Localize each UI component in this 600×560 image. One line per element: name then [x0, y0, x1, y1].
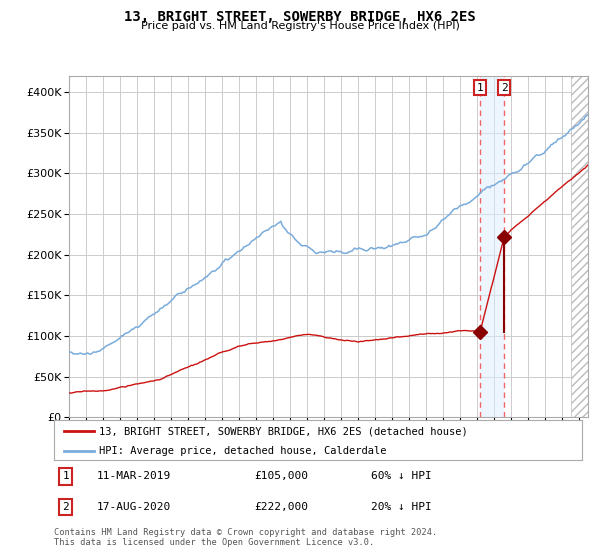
Text: HPI: Average price, detached house, Calderdale: HPI: Average price, detached house, Cald… — [99, 446, 386, 456]
Text: 1: 1 — [62, 472, 69, 482]
Text: Price paid vs. HM Land Registry's House Price Index (HPI): Price paid vs. HM Land Registry's House … — [140, 21, 460, 31]
Text: Contains HM Land Registry data © Crown copyright and database right 2024.
This d: Contains HM Land Registry data © Crown c… — [54, 528, 437, 547]
Text: 2: 2 — [62, 502, 69, 512]
Text: 2: 2 — [501, 82, 508, 92]
Text: 1: 1 — [477, 82, 484, 92]
Text: 17-AUG-2020: 17-AUG-2020 — [96, 502, 170, 512]
Text: 60% ↓ HPI: 60% ↓ HPI — [371, 472, 431, 482]
Bar — [480, 76, 504, 417]
Text: 13, BRIGHT STREET, SOWERBY BRIDGE, HX6 2ES (detached house): 13, BRIGHT STREET, SOWERBY BRIDGE, HX6 2… — [99, 426, 467, 436]
Text: 20% ↓ HPI: 20% ↓ HPI — [371, 502, 431, 512]
Text: 13, BRIGHT STREET, SOWERBY BRIDGE, HX6 2ES: 13, BRIGHT STREET, SOWERBY BRIDGE, HX6 2… — [124, 10, 476, 24]
Text: 11-MAR-2019: 11-MAR-2019 — [96, 472, 170, 482]
Text: £222,000: £222,000 — [254, 502, 308, 512]
Text: £105,000: £105,000 — [254, 472, 308, 482]
Bar — [571, 76, 600, 417]
